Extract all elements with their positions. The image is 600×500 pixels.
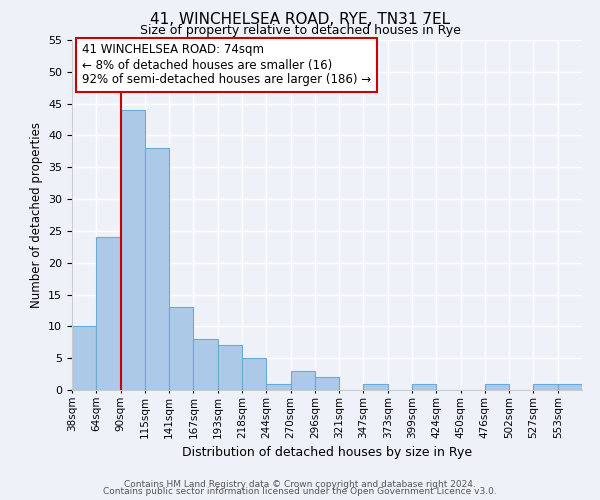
Bar [193, 339, 218, 390]
X-axis label: Distribution of detached houses by size in Rye: Distribution of detached houses by size … [182, 446, 472, 459]
Bar [533, 384, 558, 390]
Bar [266, 384, 290, 390]
Y-axis label: Number of detached properties: Number of detached properties [29, 122, 43, 308]
Bar [121, 110, 145, 390]
Bar [145, 148, 169, 390]
Bar [558, 384, 582, 390]
Bar [169, 308, 193, 390]
Text: Contains public sector information licensed under the Open Government Licence v3: Contains public sector information licen… [103, 488, 497, 496]
Text: 41 WINCHELSEA ROAD: 74sqm
← 8% of detached houses are smaller (16)
92% of semi-d: 41 WINCHELSEA ROAD: 74sqm ← 8% of detach… [82, 44, 371, 86]
Text: 41, WINCHELSEA ROAD, RYE, TN31 7EL: 41, WINCHELSEA ROAD, RYE, TN31 7EL [150, 12, 450, 28]
Text: Contains HM Land Registry data © Crown copyright and database right 2024.: Contains HM Land Registry data © Crown c… [124, 480, 476, 489]
Bar [412, 384, 436, 390]
Bar [96, 238, 121, 390]
Text: Size of property relative to detached houses in Rye: Size of property relative to detached ho… [140, 24, 460, 37]
Bar [364, 384, 388, 390]
Bar [290, 371, 315, 390]
Bar [485, 384, 509, 390]
Bar [72, 326, 96, 390]
Bar [242, 358, 266, 390]
Bar [218, 346, 242, 390]
Bar [315, 378, 339, 390]
